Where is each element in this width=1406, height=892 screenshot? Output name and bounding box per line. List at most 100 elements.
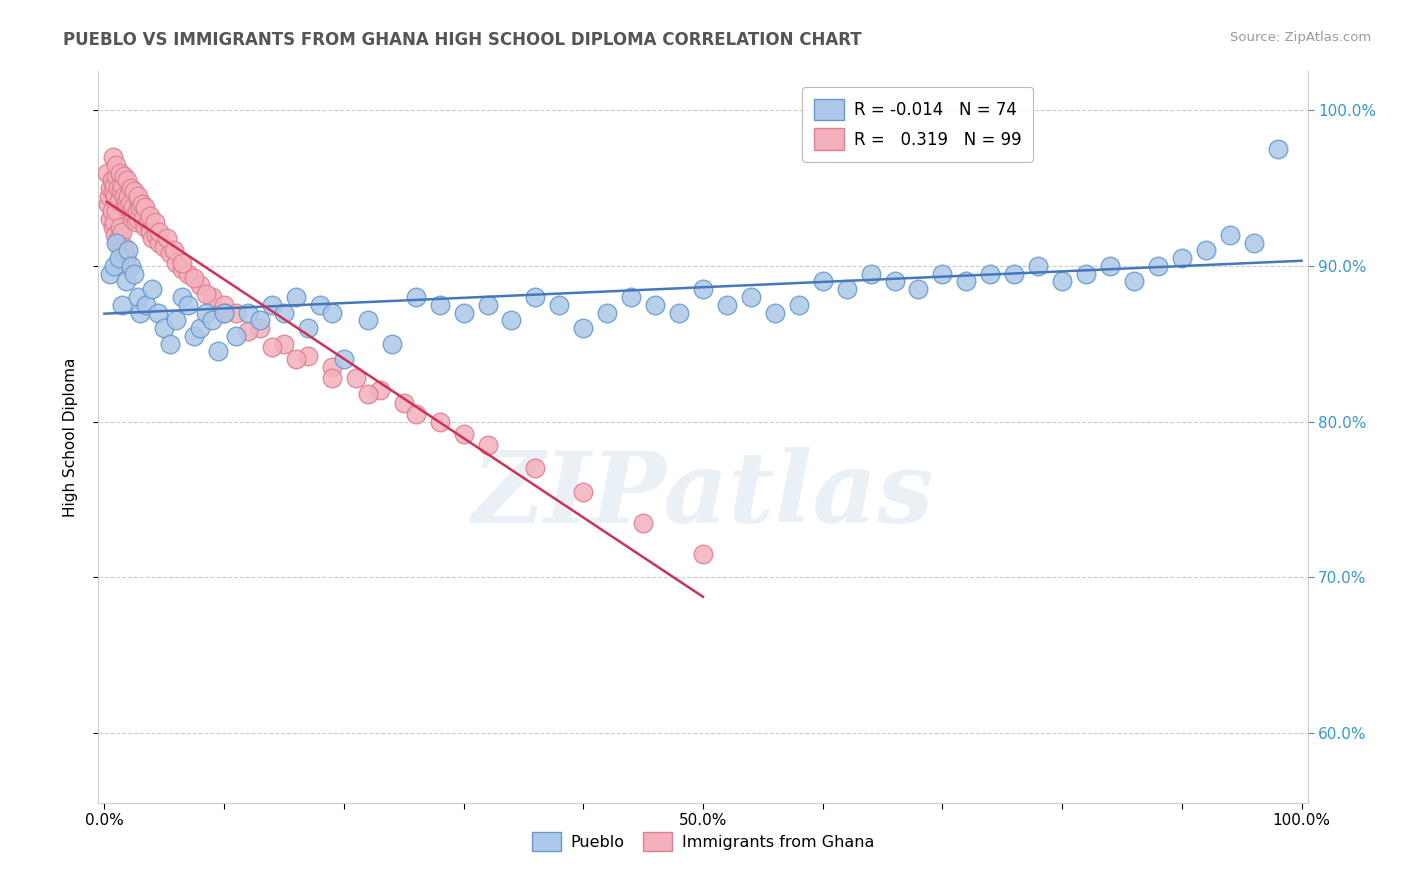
Point xyxy=(127,212,149,227)
Text: Source: ZipAtlas.com: Source: ZipAtlas.com xyxy=(1230,31,1371,45)
Point xyxy=(124,267,146,281)
Point xyxy=(110,244,132,258)
Point xyxy=(127,189,149,203)
Point xyxy=(112,240,135,254)
Point xyxy=(249,321,271,335)
Point xyxy=(1002,267,1025,281)
Point xyxy=(115,173,138,187)
Point xyxy=(787,298,810,312)
Point xyxy=(321,305,343,319)
Point xyxy=(1171,251,1194,265)
Point xyxy=(644,298,666,312)
Point xyxy=(596,305,619,319)
Point xyxy=(100,212,122,227)
Point xyxy=(260,298,283,312)
Point xyxy=(112,189,135,203)
Point xyxy=(139,225,162,239)
Point xyxy=(127,290,149,304)
Point xyxy=(1219,227,1241,242)
Point xyxy=(453,427,475,442)
Point xyxy=(136,215,159,229)
Point xyxy=(524,290,547,304)
Point xyxy=(620,290,643,304)
Point xyxy=(108,165,131,179)
Point xyxy=(201,313,224,327)
Point xyxy=(103,259,125,273)
Point xyxy=(115,200,138,214)
Point xyxy=(668,305,690,319)
Point xyxy=(100,267,122,281)
Point xyxy=(195,305,218,319)
Point xyxy=(131,196,153,211)
Point xyxy=(108,219,131,234)
Point xyxy=(148,305,170,319)
Point xyxy=(120,259,142,273)
Point xyxy=(134,219,156,234)
Point xyxy=(309,298,332,312)
Point xyxy=(931,267,953,281)
Point xyxy=(141,282,163,296)
Point xyxy=(120,204,142,219)
Point xyxy=(103,178,125,192)
Point xyxy=(117,189,139,203)
Point xyxy=(236,305,259,319)
Point xyxy=(273,336,295,351)
Point xyxy=(98,189,121,203)
Point xyxy=(104,189,127,203)
Point xyxy=(122,200,145,214)
Point xyxy=(114,196,136,211)
Point xyxy=(225,305,247,319)
Point xyxy=(172,290,194,304)
Point xyxy=(883,275,905,289)
Point xyxy=(111,178,134,192)
Point xyxy=(273,305,295,319)
Point xyxy=(114,246,136,260)
Point xyxy=(107,231,129,245)
Point xyxy=(105,158,128,172)
Point xyxy=(524,461,547,475)
Point xyxy=(1026,259,1049,273)
Point xyxy=(501,313,523,327)
Point xyxy=(907,282,929,296)
Point xyxy=(159,246,181,260)
Point xyxy=(141,231,163,245)
Point xyxy=(172,256,194,270)
Point xyxy=(260,340,283,354)
Point xyxy=(101,184,124,198)
Point xyxy=(207,344,229,359)
Point xyxy=(135,298,157,312)
Point xyxy=(183,329,205,343)
Point xyxy=(249,313,271,327)
Point xyxy=(163,244,186,258)
Point xyxy=(955,275,977,289)
Point xyxy=(297,321,319,335)
Point xyxy=(357,313,380,327)
Point xyxy=(548,298,571,312)
Y-axis label: High School Diploma: High School Diploma xyxy=(63,358,77,516)
Point xyxy=(368,384,391,398)
Point xyxy=(740,290,762,304)
Point xyxy=(811,275,834,289)
Text: PUEBLO VS IMMIGRANTS FROM GHANA HIGH SCHOOL DIPLOMA CORRELATION CHART: PUEBLO VS IMMIGRANTS FROM GHANA HIGH SCH… xyxy=(63,31,862,49)
Point xyxy=(101,150,124,164)
Point xyxy=(392,396,415,410)
Point xyxy=(321,359,343,374)
Point xyxy=(145,227,167,242)
Point xyxy=(344,371,367,385)
Point xyxy=(357,386,380,401)
Point xyxy=(128,194,150,208)
Point xyxy=(225,329,247,343)
Point xyxy=(165,256,187,270)
Point xyxy=(212,305,235,319)
Point xyxy=(107,181,129,195)
Point xyxy=(405,290,427,304)
Point xyxy=(172,262,194,277)
Point xyxy=(572,484,595,499)
Point xyxy=(105,169,128,183)
Point xyxy=(572,321,595,335)
Point xyxy=(101,219,124,234)
Point xyxy=(118,196,141,211)
Point xyxy=(177,298,200,312)
Point xyxy=(103,215,125,229)
Point xyxy=(143,215,166,229)
